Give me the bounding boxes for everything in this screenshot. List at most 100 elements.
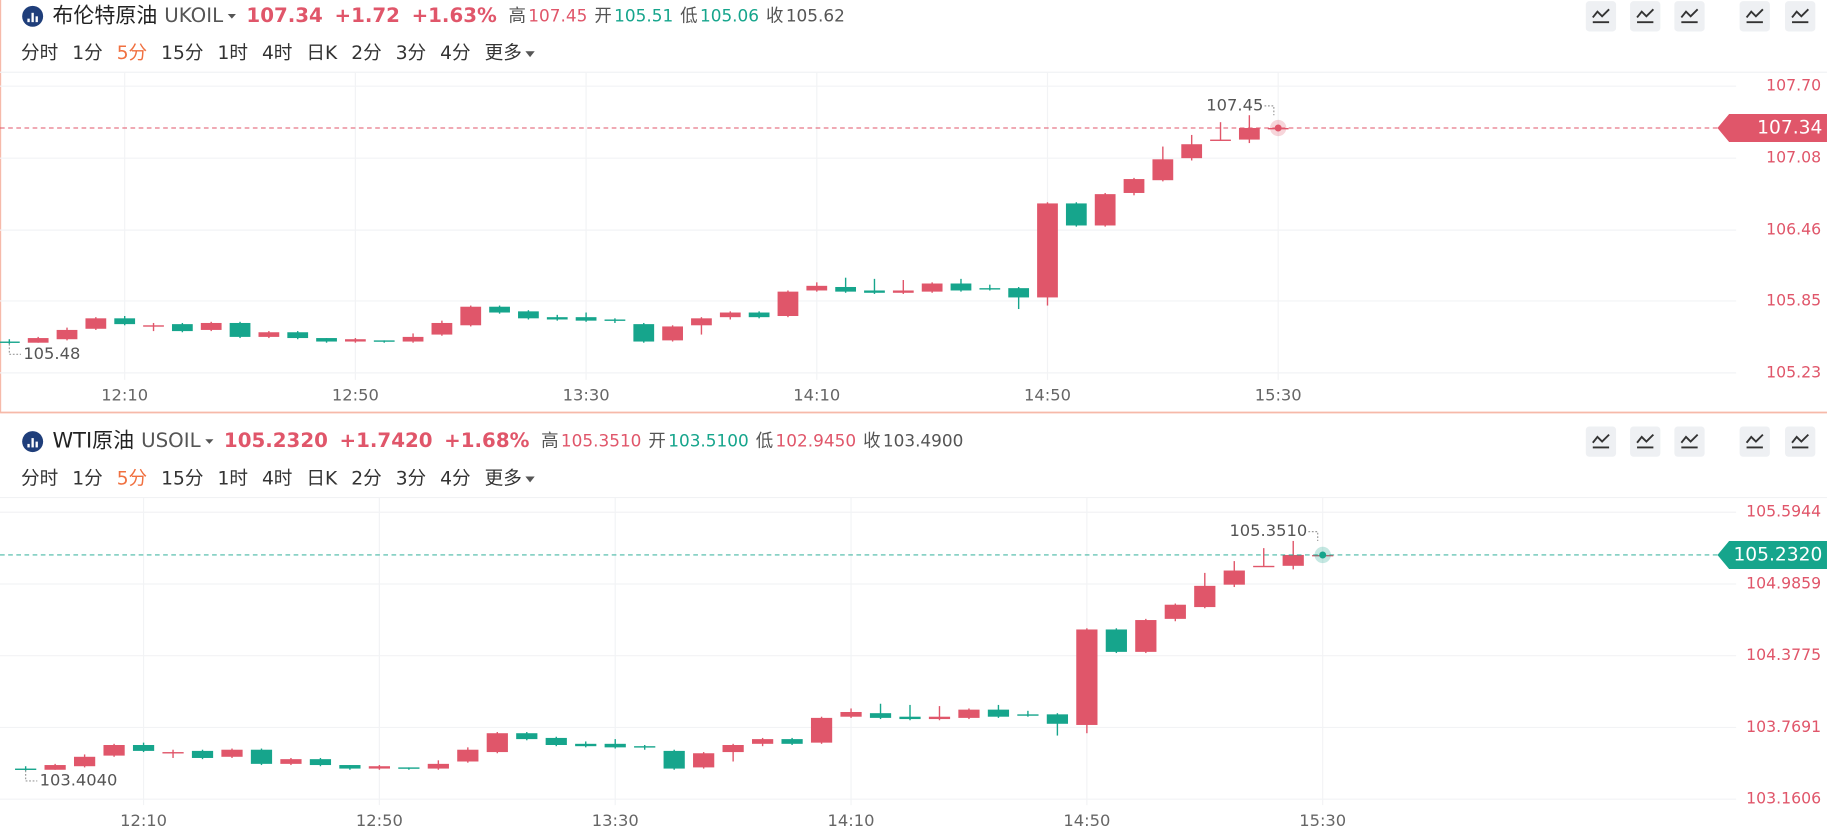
candle-body [56,329,78,340]
stat-label: 高 [541,432,558,452]
candle-body [1135,620,1157,652]
candle-body [1065,203,1087,226]
candle-body [575,743,597,747]
instrument-symbol: USOIL [141,429,201,452]
dropdown-caret[interactable] [227,13,236,19]
period-tab[interactable]: 2分 [351,43,381,64]
period-tab[interactable]: 1时 [217,43,247,64]
high-label-leader [1264,105,1275,116]
toolbar-icon [1791,8,1809,24]
toolbar-icon [1636,433,1655,449]
candle-body [634,746,656,748]
last-price-tag-label: 105.2320 [1733,544,1822,565]
period-tab[interactable]: 日K [306,468,338,489]
candle-body [950,283,972,291]
period-tab[interactable]: 分时 [21,468,58,489]
stat-label: 低 [680,6,697,26]
period-tab[interactable]: 日K [306,43,338,64]
period-tab[interactable]: 15分 [161,43,203,64]
candle-body [722,745,744,753]
x-tick-label: 12:50 [332,386,379,405]
period-tab[interactable]: 4分 [440,43,470,64]
candle-body [1123,179,1145,193]
period-tab[interactable]: 2分 [351,468,381,489]
candle-body [921,283,943,292]
more-periods[interactable]: 更多 [485,468,522,489]
stat-value: 105.06 [700,5,759,25]
last-price-tag-label: 107.34 [1757,117,1822,138]
y-tick-label: 103.7691 [1746,717,1821,736]
candle-body [398,767,420,769]
candle-body [171,324,193,332]
instrument-name: WTI原油 [52,429,134,453]
candle-body [1046,714,1069,724]
more-periods[interactable]: 更多 [485,43,522,64]
candle-body [719,312,741,318]
price-change-pct: +1.63% [412,4,497,27]
candle-body [781,739,803,744]
candle-body [427,763,449,769]
x-tick-label: 12:50 [356,811,403,830]
candle-body [604,743,626,748]
dropdown-caret[interactable] [525,476,535,483]
y-tick-label: 104.9859 [1746,573,1821,592]
candle-body [457,749,479,762]
x-tick-label: 15:30 [1255,386,1302,405]
period-tab[interactable]: 3分 [396,43,426,64]
stat-value: 102.9450 [776,431,857,451]
candle-body [518,311,539,319]
dropdown-caret[interactable] [525,51,535,58]
period-tab[interactable]: 分时 [21,43,58,64]
candle-body [402,336,424,342]
candle-body [431,322,453,335]
x-tick-label: 14:10 [828,811,875,830]
period-tab[interactable]: 1分 [72,43,102,64]
stat-value: 107.45 [528,5,587,25]
stat-label: 开 [648,432,665,452]
last-price-dot [1319,551,1327,559]
candle-body [1017,714,1039,716]
low-label: 105.48 [23,344,80,363]
candle-body [979,288,1001,290]
period-tab[interactable]: 1分 [72,468,102,489]
dropdown-caret[interactable] [205,439,214,444]
period-tab[interactable]: 4时 [262,468,292,489]
candle-body [1076,629,1098,725]
candle-body [44,765,66,770]
toolbar-icon [1680,433,1699,449]
candle-body [229,322,251,337]
icon-bar [31,438,34,448]
candle-body [85,318,107,329]
period-tab[interactable]: 5分 [117,43,147,64]
x-tick-label: 14:50 [1063,811,1110,830]
candle-body [103,745,125,756]
y-tick-label: 104.3775 [1746,645,1821,664]
candle-body [309,759,332,766]
period-tab[interactable]: 1时 [217,468,247,489]
last-price-tag [1717,540,1827,569]
period-tab[interactable]: 4时 [262,43,292,64]
last-price-dot [1274,124,1282,132]
period-tab[interactable]: 4分 [440,468,470,489]
candle-body [662,326,683,341]
x-tick-label: 14:10 [793,386,840,405]
period-tab[interactable]: 15分 [161,468,203,489]
toolbar-icon [1636,8,1655,24]
stat-label: 低 [756,432,773,452]
period-tab[interactable]: 3分 [396,468,426,489]
period-tab[interactable]: 5分 [117,468,147,489]
candle-body [460,306,482,326]
candle-body [1194,585,1216,608]
x-tick-label: 13:30 [563,386,610,405]
icon-bar [27,18,30,23]
y-tick-label: 105.5944 [1746,502,1821,521]
candle-body [748,312,770,318]
candle-body [575,317,597,321]
candle-body [1152,159,1174,181]
high-label: 105.3510 [1229,521,1307,540]
icon-bar [35,441,38,448]
toolbar-icon [1745,433,1764,449]
toolbar-icon [1680,8,1699,24]
candle-body [250,749,273,764]
candle-body [132,745,155,751]
